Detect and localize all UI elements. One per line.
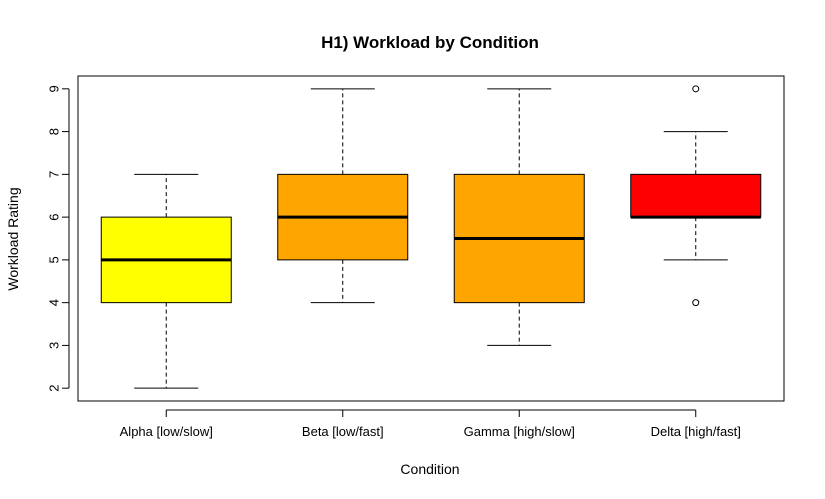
x-tick-label: Delta [high/fast]	[651, 424, 741, 439]
outlier-point	[692, 85, 700, 93]
box-group	[630, 85, 762, 307]
outlier-point	[692, 299, 700, 307]
x-tick-label: Alpha [low/slow]	[120, 424, 213, 439]
y-tick-label: 4	[47, 299, 62, 306]
y-tick-label: 9	[47, 85, 62, 92]
y-tick-label: 3	[47, 342, 62, 349]
y-tick-label: 5	[47, 256, 62, 263]
y-tick-label: 2	[47, 385, 62, 392]
boxplot-series	[100, 85, 762, 389]
box-group	[100, 173, 232, 389]
y-tick-label: 7	[47, 171, 62, 178]
chart-title: H1) Workload by Condition	[321, 33, 539, 52]
x-axis: Alpha [low/slow] Beta [low/fast] Gamma [hi…	[120, 409, 741, 439]
y-tick-label: 6	[47, 214, 62, 221]
plot-frame	[77, 75, 785, 402]
x-axis-label: Condition	[400, 461, 459, 477]
y-axis-label: Workload Rating	[5, 187, 21, 290]
box-group	[453, 88, 585, 346]
y-axis: 2 3 4 5 6 7 8 9	[47, 85, 70, 392]
y-tick-label: 8	[47, 128, 62, 135]
box-group	[277, 88, 409, 304]
x-tick-label: Beta [low/fast]	[302, 424, 384, 439]
box-iqr	[630, 173, 762, 218]
x-tick-label: Gamma [high/slow]	[464, 424, 575, 439]
